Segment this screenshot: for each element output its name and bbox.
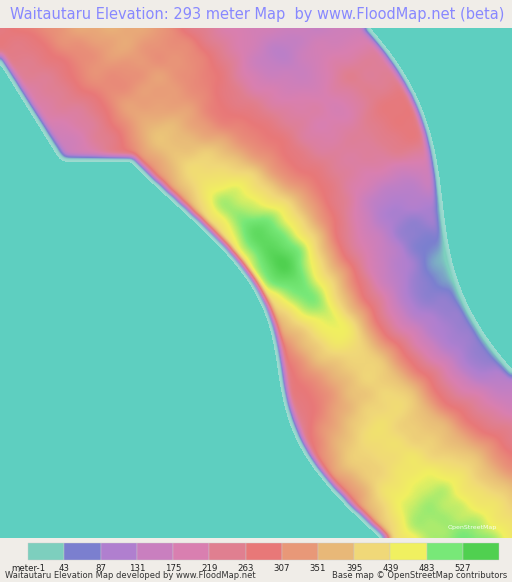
Text: 131: 131 [129,563,145,573]
Text: 87: 87 [95,563,106,573]
Bar [318,543,354,560]
Bar [354,543,391,560]
Text: 351: 351 [310,563,326,573]
Text: 263: 263 [238,563,254,573]
Text: 483: 483 [418,563,435,573]
Bar [137,543,173,560]
Bar [173,543,209,560]
Bar [209,543,246,560]
Bar [426,543,463,560]
Text: 527: 527 [455,563,471,573]
Text: OpenStreetMap: OpenStreetMap [447,526,497,530]
Bar [65,543,101,560]
Text: Waitautaru Elevation: 293 meter Map  by www.FloodMap.net (beta): Waitautaru Elevation: 293 meter Map by w… [10,6,505,22]
Bar [282,543,318,560]
Bar [28,543,65,560]
Bar [246,543,282,560]
Text: 439: 439 [382,563,399,573]
Text: 395: 395 [346,563,362,573]
Text: 219: 219 [201,563,218,573]
Bar [463,543,499,560]
Text: 43: 43 [59,563,70,573]
Text: 175: 175 [165,563,181,573]
Text: 307: 307 [273,563,290,573]
Text: Waitautaru Elevation Map developed by www.FloodMap.net: Waitautaru Elevation Map developed by ww… [5,572,256,580]
Text: Base map © OpenStreetMap contributors: Base map © OpenStreetMap contributors [332,572,507,580]
Bar [101,543,137,560]
Bar [391,543,426,560]
Text: meter-1: meter-1 [11,563,45,573]
